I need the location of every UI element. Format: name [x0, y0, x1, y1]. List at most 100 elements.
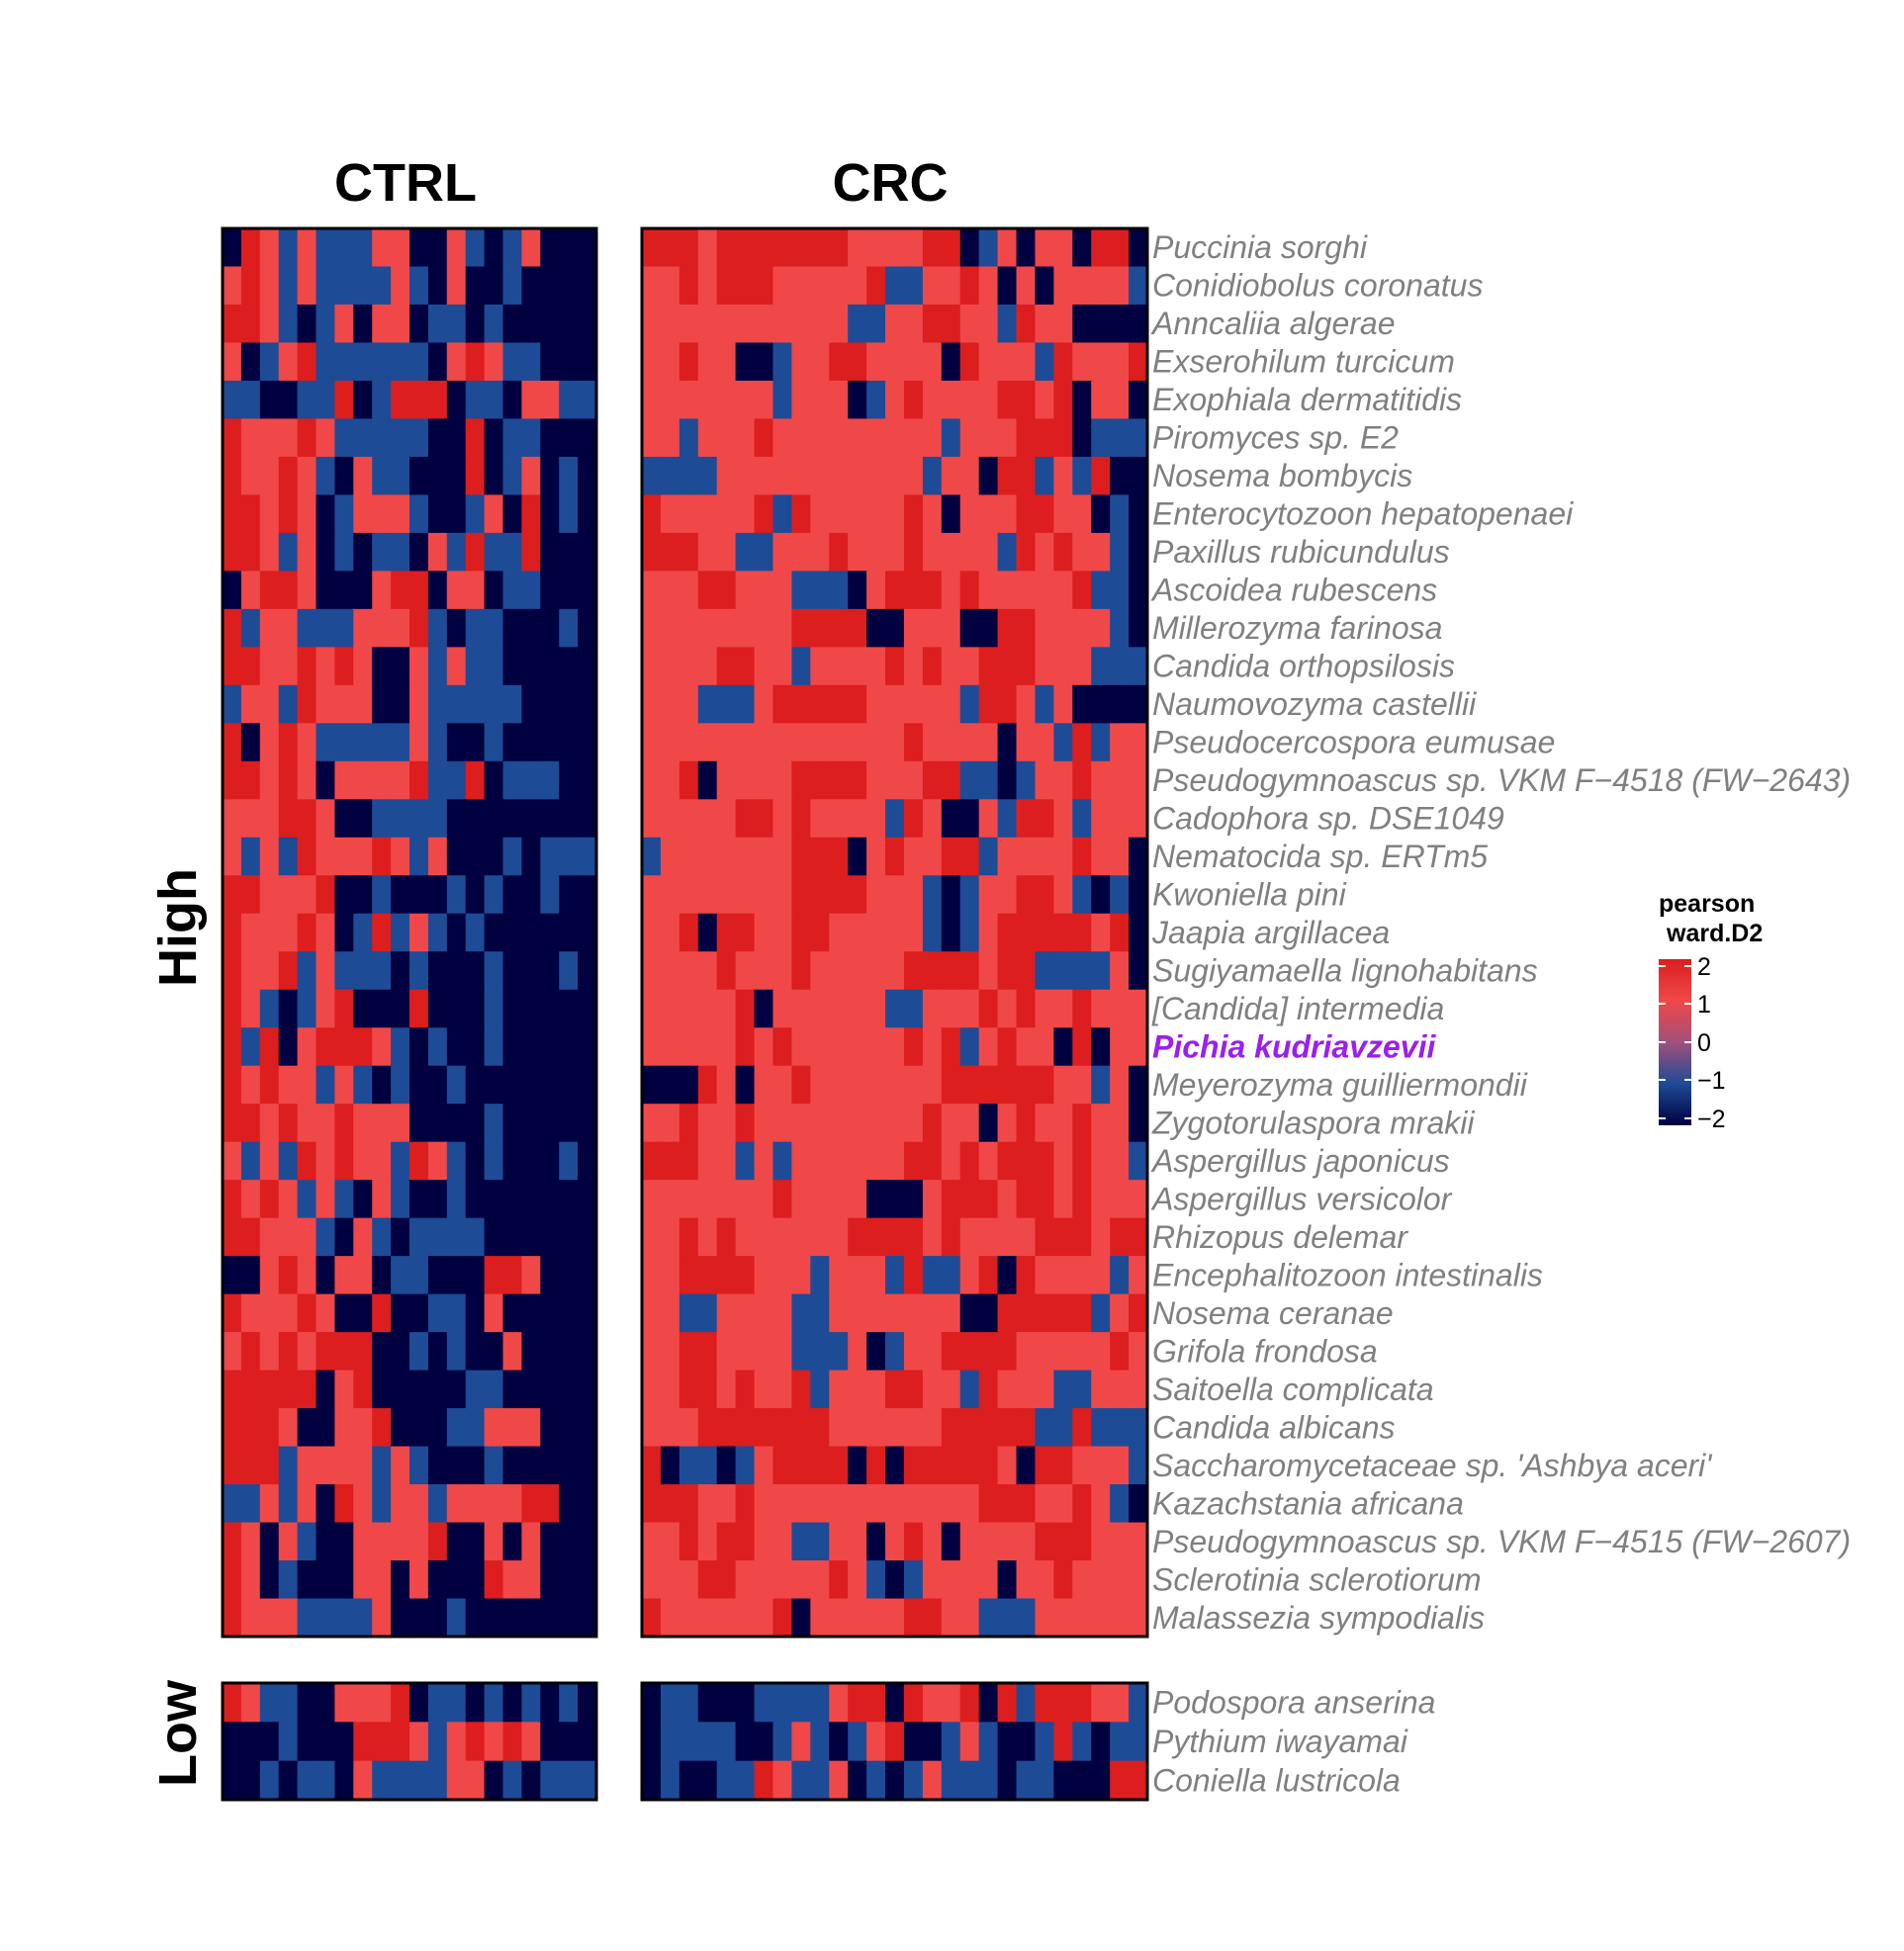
- heatmap-cell: [502, 1446, 522, 1485]
- heatmap-cell: [848, 1141, 867, 1181]
- heatmap-cell: [578, 1722, 597, 1762]
- heatmap-cell: [642, 1027, 662, 1067]
- heatmap-cell: [866, 1256, 886, 1295]
- heatmap-cell: [978, 1522, 999, 1561]
- heatmap-cell: [391, 1141, 410, 1181]
- heatmap-cell: [1016, 1683, 1037, 1723]
- heatmap-cell: [697, 1256, 718, 1295]
- heatmap-cell: [810, 1408, 830, 1448]
- heatmap-cell: [559, 1065, 579, 1105]
- heatmap-cell: [885, 1104, 905, 1143]
- heatmap-cell: [660, 837, 680, 876]
- heatmap-cell: [391, 380, 410, 420]
- heatmap-cell: [959, 228, 980, 268]
- heatmap-cell: [922, 1446, 943, 1485]
- heatmap-cell: [559, 532, 579, 572]
- heatmap-cell: [353, 1683, 373, 1723]
- heatmap-cell: [1110, 1180, 1130, 1219]
- heatmap-cell: [660, 304, 680, 344]
- heatmap-cell: [810, 989, 830, 1028]
- heatmap-cell: [885, 1598, 905, 1638]
- heatmap-cell: [848, 380, 867, 420]
- row-label: Nematocida sp. ERTm5: [1152, 839, 1488, 874]
- heatmap-cell: [559, 1027, 579, 1067]
- heatmap-cell: [810, 608, 830, 648]
- heatmap-cell: [941, 1484, 961, 1524]
- heatmap-cell: [1035, 1065, 1054, 1105]
- heatmap-cell: [772, 1104, 793, 1143]
- heatmap-cell: [465, 304, 486, 344]
- heatmap-cell: [240, 1560, 261, 1600]
- heatmap-cell: [903, 1446, 924, 1485]
- heatmap-cell: [484, 1522, 504, 1561]
- heatmap-cell: [240, 1217, 261, 1257]
- heatmap-cell: [941, 1683, 961, 1723]
- heatmap-cell: [941, 1408, 961, 1448]
- heatmap-cell: [372, 913, 392, 952]
- heatmap-cell: [316, 913, 335, 952]
- heatmap-cell: [997, 1446, 1018, 1485]
- heatmap-cell: [1129, 571, 1148, 610]
- heatmap-cell: [353, 1598, 373, 1638]
- heatmap-cell: [1110, 1332, 1130, 1372]
- heatmap-cell: [1110, 799, 1130, 839]
- heatmap-cell: [791, 913, 811, 952]
- heatmap-cell: [1053, 951, 1073, 991]
- row-label: Zygotorulaspora mrakii: [1151, 1105, 1475, 1140]
- heatmap-cell: [997, 913, 1018, 952]
- heatmap-cell: [427, 1065, 448, 1105]
- heatmap-cell: [679, 456, 699, 496]
- heatmap-cell: [559, 1760, 579, 1801]
- heatmap-cell: [903, 1256, 924, 1295]
- heatmap-cell: [391, 647, 410, 686]
- heatmap-cell: [922, 494, 943, 534]
- heatmap-cell: [1091, 837, 1111, 876]
- heatmap-cell: [559, 837, 579, 876]
- heatmap-cell: [1129, 1027, 1148, 1067]
- heatmap-cell: [1035, 1484, 1054, 1524]
- heatmap-cell: [959, 304, 980, 344]
- heatmap-cell: [754, 418, 774, 458]
- heatmap-cell: [391, 228, 410, 268]
- heatmap-cell: [697, 266, 718, 306]
- heatmap-cell: [922, 951, 943, 991]
- heatmap-cell: [735, 723, 756, 762]
- heatmap-cell: [679, 532, 699, 572]
- heatmap-cell: [1110, 913, 1130, 952]
- heatmap-cell: [885, 837, 905, 876]
- heatmap-cell: [1091, 1180, 1111, 1219]
- heatmap-cell: [697, 380, 718, 420]
- heatmap-cell: [1072, 1141, 1092, 1181]
- legend-tick-label: 1: [1697, 991, 1711, 1019]
- heatmap-cell: [848, 760, 867, 800]
- heatmap-cell: [427, 494, 448, 534]
- heatmap-cell: [278, 1722, 299, 1762]
- heatmap-cell: [885, 684, 905, 724]
- heatmap-cell: [1053, 647, 1073, 686]
- heatmap-cell: [1091, 1370, 1111, 1409]
- heatmap-cell: [446, 1560, 467, 1600]
- heatmap-cell: [959, 875, 980, 915]
- heatmap-cell: [1053, 1408, 1073, 1448]
- heatmap-cell: [848, 723, 867, 762]
- heatmap-cell: [559, 760, 579, 800]
- heatmap-cell: [848, 342, 867, 382]
- heatmap-cell: [465, 760, 486, 800]
- heatmap-cell: [679, 1141, 699, 1181]
- heatmap-cell: [465, 1065, 486, 1105]
- heatmap-cell: [1016, 1760, 1037, 1801]
- heatmap-cell: [484, 304, 504, 344]
- heatmap-cell: [978, 723, 999, 762]
- heatmap-cell: [540, 1217, 560, 1257]
- heatmap-cell: [1072, 1560, 1092, 1600]
- heatmap-cell: [409, 1408, 429, 1448]
- heatmap-cell: [978, 494, 999, 534]
- heatmap-cell: [578, 913, 597, 952]
- heatmap-cell: [772, 951, 793, 991]
- heatmap-cell: [1016, 418, 1037, 458]
- heatmap-cell: [660, 1760, 680, 1801]
- heatmap-cell: [716, 1598, 737, 1638]
- heatmap-cell: [409, 647, 429, 686]
- heatmap-cell: [716, 1560, 737, 1600]
- heatmap-cell: [848, 494, 867, 534]
